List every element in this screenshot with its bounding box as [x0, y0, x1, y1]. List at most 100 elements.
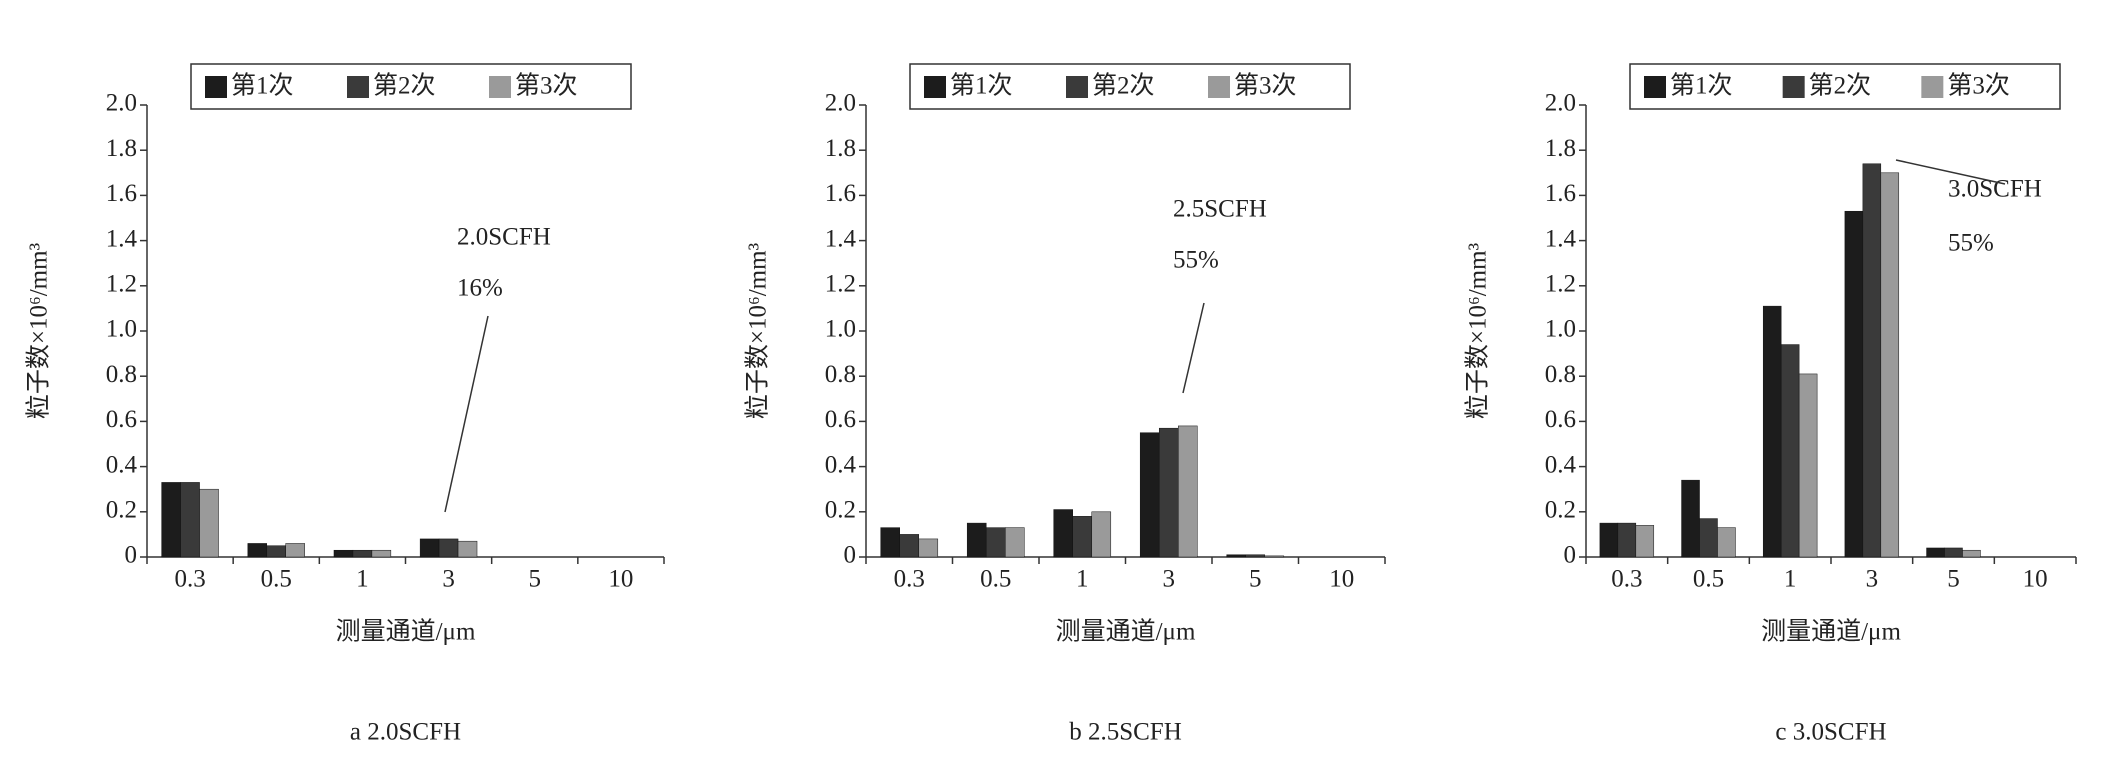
bar	[985, 527, 1006, 558]
bar	[1926, 547, 1945, 558]
x-tick-label: 0.5	[980, 566, 1011, 593]
bar	[1681, 479, 1700, 558]
bar	[199, 488, 219, 558]
bar	[1844, 210, 1864, 558]
bar	[1617, 522, 1637, 558]
bar	[1599, 522, 1619, 558]
y-tick-label: 2.0	[1545, 90, 1576, 117]
y-tick-label: 1.2	[1545, 271, 1576, 298]
x-tick-label: 1	[1784, 566, 1797, 593]
y-tick-label: 2.0	[106, 90, 137, 117]
bar	[419, 538, 440, 558]
annotation: 2.5SCFH	[1173, 196, 1267, 223]
x-tick-label: 1	[1076, 566, 1089, 593]
legend-label: 第2次	[1809, 72, 1872, 100]
x-tick-label: 0.5	[1693, 566, 1724, 593]
legend-label: 第3次	[1234, 72, 1297, 100]
x-tick-label: 3	[1163, 566, 1176, 593]
y-tick-label: 0.4	[106, 451, 138, 478]
x-axis-label: 测量通道/μm	[1056, 618, 1196, 646]
y-axis-label: 粒子数×10⁶/mm³	[25, 242, 53, 419]
bar	[1072, 516, 1093, 558]
legend-label: 第3次	[1947, 72, 2010, 100]
y-tick-label: 0.2	[1545, 497, 1576, 524]
bar	[285, 543, 305, 558]
y-tick-label: 0	[1564, 542, 1577, 569]
x-tick-label: 0.3	[1611, 566, 1642, 593]
caption: a 2.0SCFH	[350, 719, 461, 746]
bar	[352, 549, 373, 558]
bar	[1053, 509, 1073, 558]
legend-label: 第1次	[950, 72, 1013, 100]
bar	[266, 545, 286, 558]
bar	[1091, 511, 1112, 558]
caption: c 3.0SCFH	[1775, 719, 1886, 746]
legend-label: 第1次	[231, 72, 294, 100]
bar	[180, 482, 200, 558]
legend-swatch	[924, 76, 946, 98]
annotation: 16%	[457, 275, 503, 302]
y-tick-label: 2.0	[825, 90, 856, 117]
bar	[1226, 554, 1246, 558]
y-tick-label: 0.8	[106, 361, 137, 388]
y-tick-label: 1.2	[825, 271, 856, 298]
y-axis-label: 粒子数×10⁶/mm³	[744, 242, 772, 419]
x-tick-label: 0.3	[174, 566, 205, 593]
x-tick-label: 10	[608, 566, 633, 593]
bar	[247, 543, 268, 558]
x-tick-label: 10	[2023, 566, 2048, 593]
legend-swatch	[1644, 76, 1666, 98]
annotation: 55%	[1948, 230, 1994, 257]
x-tick-label: 0.5	[261, 566, 292, 593]
annotation: 55%	[1173, 247, 1219, 274]
bar	[457, 540, 478, 558]
x-tick-label: 3	[1866, 566, 1879, 593]
bar	[161, 482, 181, 558]
y-tick-label: 1.8	[106, 135, 137, 162]
bar	[1862, 163, 1882, 558]
y-tick-label: 1.2	[106, 271, 137, 298]
bar	[1178, 425, 1198, 558]
legend-swatch	[1208, 76, 1230, 98]
bar	[966, 522, 987, 558]
legend-box	[909, 63, 1351, 110]
legend-swatch	[1921, 76, 1944, 98]
y-tick-label: 1.0	[106, 316, 137, 343]
y-tick-label: 1.0	[825, 316, 856, 343]
annotation-pointer	[444, 315, 489, 513]
y-tick-label: 0.2	[825, 497, 856, 524]
x-tick-label: 1	[356, 566, 369, 593]
y-tick-label: 1.8	[825, 135, 856, 162]
bar	[1699, 518, 1718, 558]
y-tick-label: 1.4	[825, 225, 857, 252]
bar	[438, 538, 459, 558]
y-tick-label: 1.0	[1545, 316, 1576, 343]
x-tick-label: 5	[529, 566, 542, 593]
bar	[899, 534, 920, 558]
annotation-pointer	[1182, 302, 1205, 394]
x-tick-label: 5	[1947, 566, 1960, 593]
legend-label: 第1次	[1670, 72, 1733, 100]
bar	[1635, 525, 1655, 558]
legend-label: 第2次	[373, 72, 436, 100]
bar	[1798, 373, 1818, 558]
annotation: 3.0SCFH	[1948, 176, 2042, 203]
x-axis-label: 测量通道/μm	[336, 618, 476, 646]
legend-swatch	[347, 76, 369, 98]
y-tick-label: 1.4	[1545, 225, 1577, 252]
bar	[1245, 554, 1266, 558]
y-tick-label: 1.8	[1545, 135, 1576, 162]
bar	[1158, 427, 1179, 558]
bar	[1962, 549, 1981, 558]
y-tick-label: 1.6	[106, 180, 137, 207]
y-tick-label: 1.6	[825, 180, 856, 207]
y-tick-label: 0.4	[825, 451, 857, 478]
y-tick-label: 0.2	[106, 497, 137, 524]
bar	[918, 538, 939, 558]
legend-box	[1629, 63, 2061, 110]
x-tick-label: 0.3	[894, 566, 925, 593]
x-tick-label: 5	[1249, 566, 1262, 593]
x-axis-label: 测量通道/μm	[1761, 618, 1901, 646]
bar	[1880, 172, 1900, 558]
